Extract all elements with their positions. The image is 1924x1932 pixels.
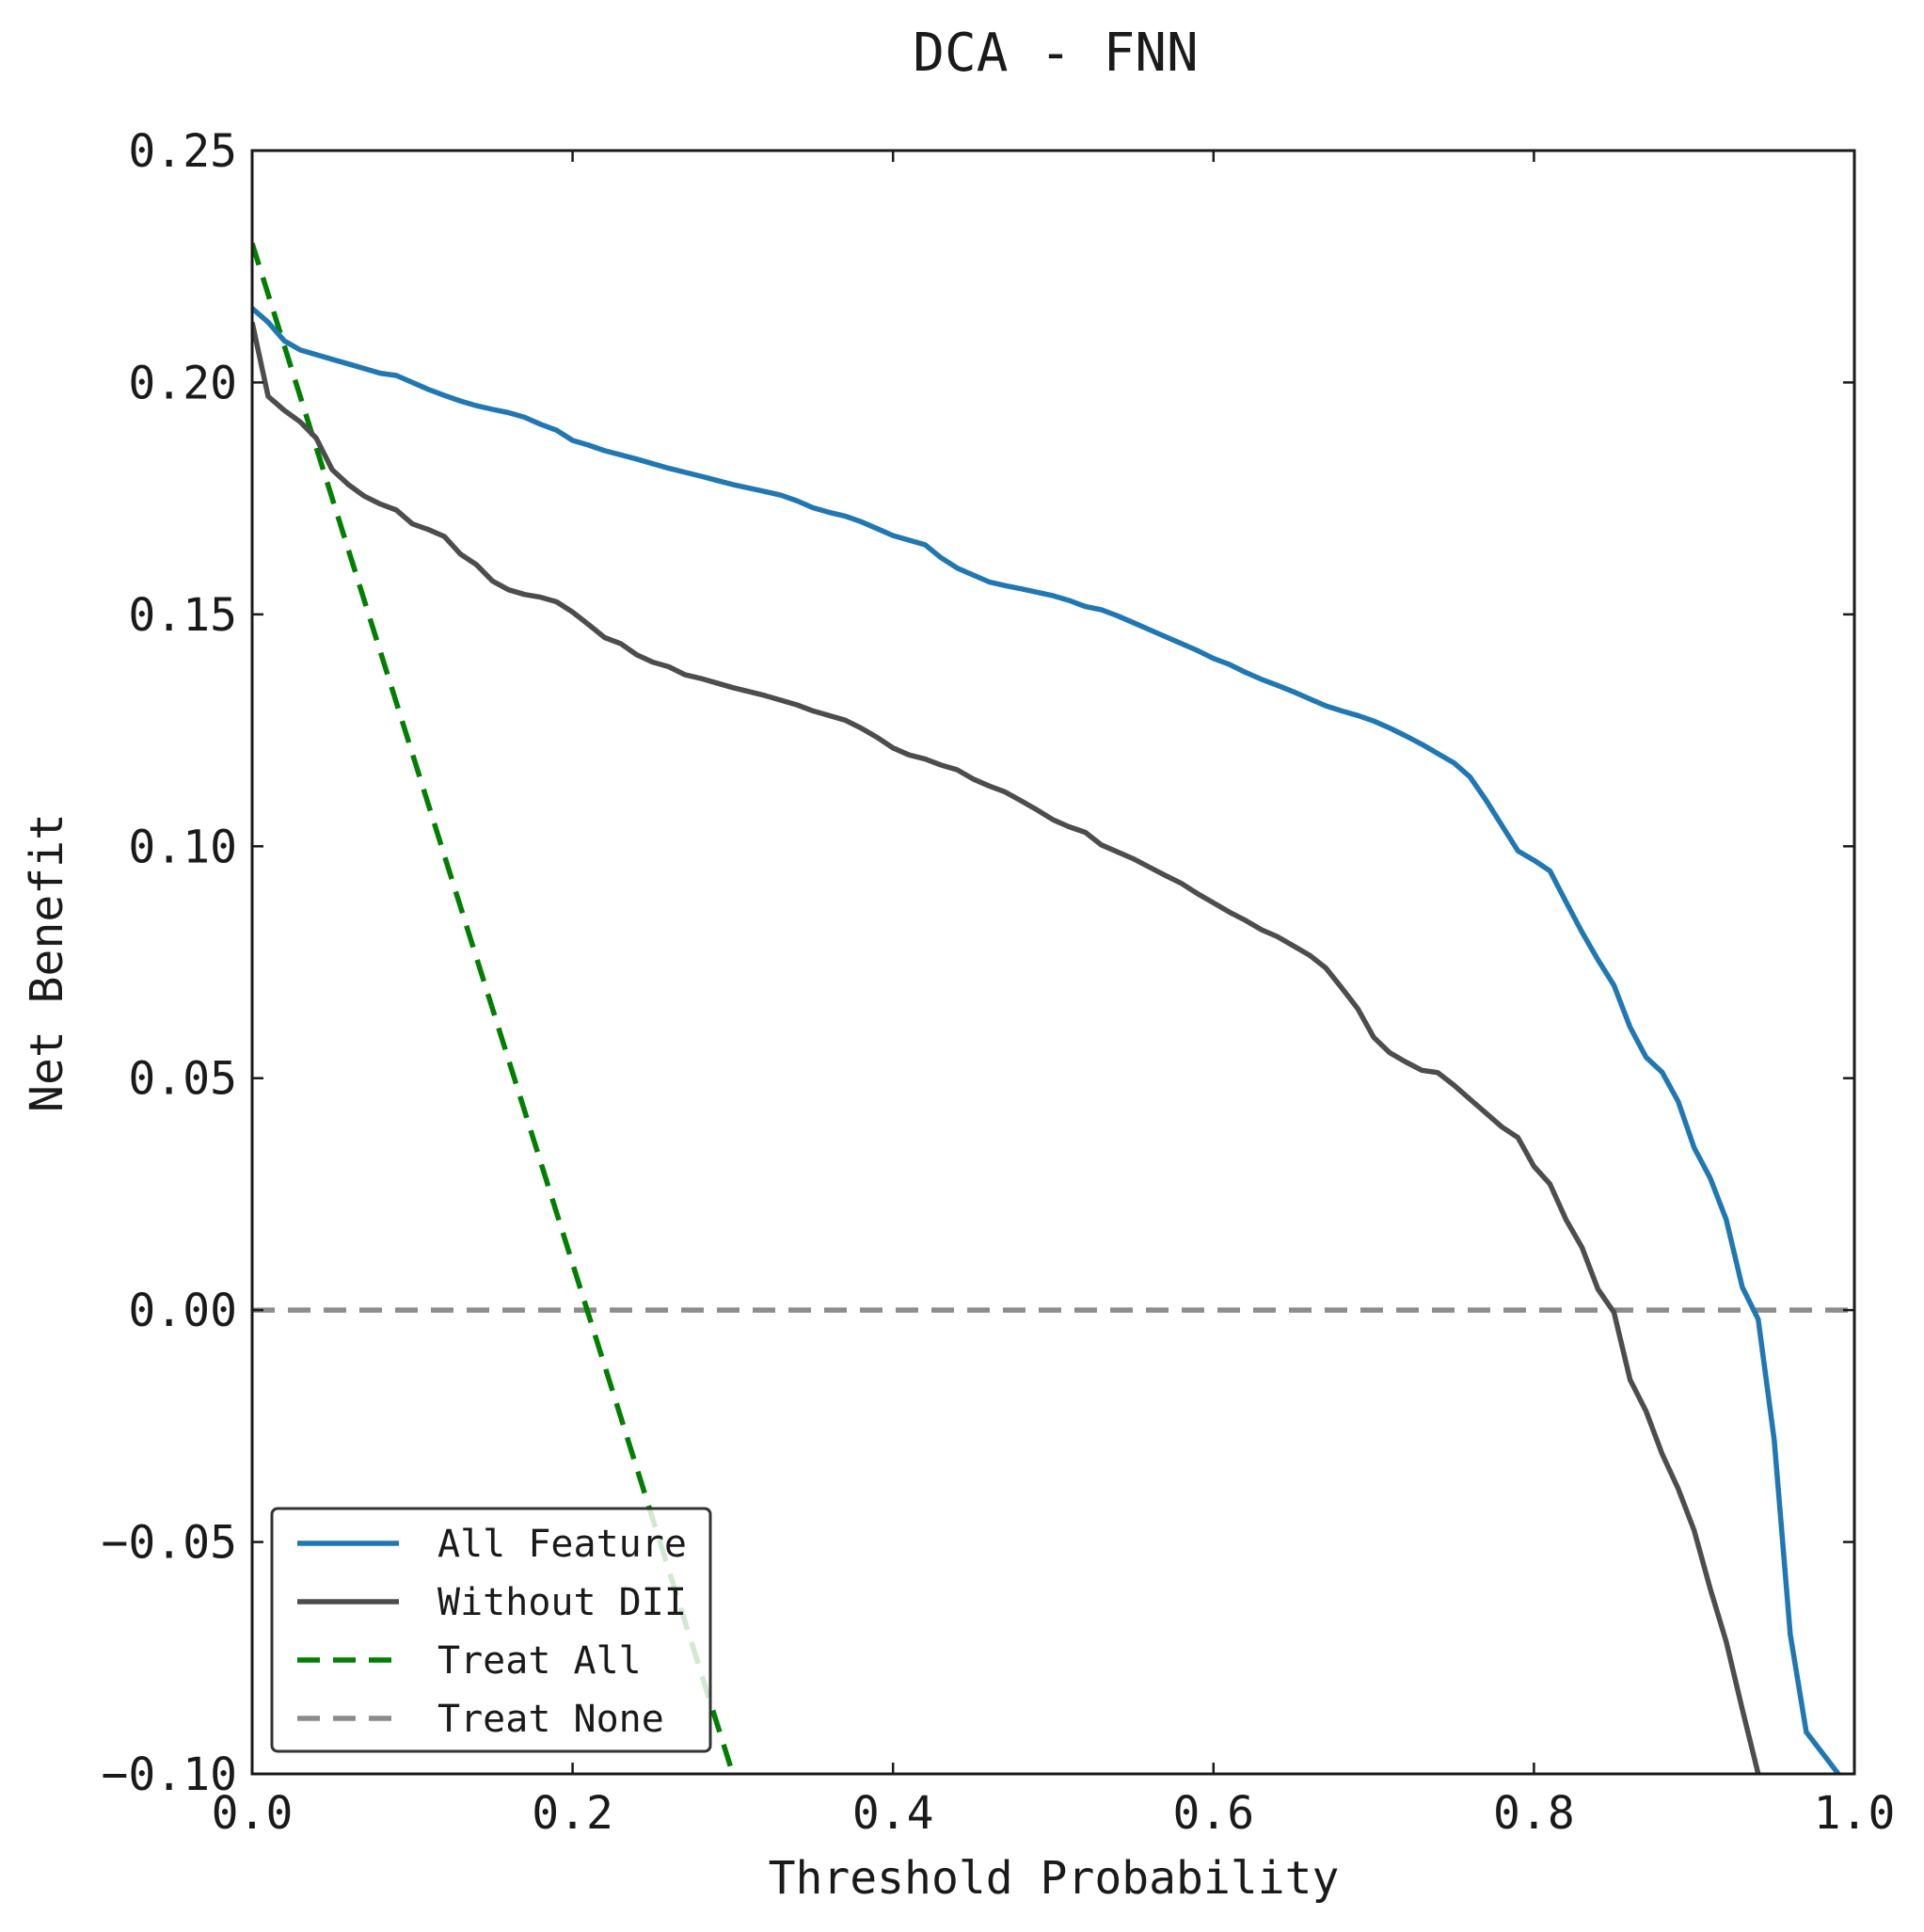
- y-tick-label: 0.20: [128, 357, 237, 409]
- legend: All Feature Without DII Treat All Treat Non…: [270, 1507, 712, 1753]
- series-line-without-dii: [252, 321, 1761, 1774]
- y-tick-label: 0.15: [128, 589, 237, 642]
- x-tick-label: 1.0: [1814, 1787, 1896, 1840]
- y-tick-label: 0.10: [128, 821, 237, 873]
- y-tick-label: −0.10: [102, 1748, 238, 1801]
- x-axis-label: Threshold Probability: [769, 1852, 1340, 1905]
- y-axis-label: Net Benefit: [21, 813, 73, 1112]
- y-tick-label: 0.00: [128, 1285, 237, 1337]
- legend-box: [270, 1507, 712, 1753]
- y-tick-label: 0.05: [128, 1053, 237, 1106]
- tick-layer: 0.0 0.2 0.4 0.6 0.8 1.0 −0.10 −0.05 0.00 0.05 0.10…: [102, 125, 1896, 1840]
- chart-title: DCA - FNN: [913, 23, 1198, 84]
- x-tick-label: 0.0: [212, 1787, 294, 1840]
- legend-label-treat-none: Treat None: [437, 1698, 664, 1741]
- x-tick-label: 0.6: [1172, 1787, 1254, 1840]
- legend-label-without-dii: Without DII: [437, 1581, 687, 1624]
- plot-frame: [250, 149, 1856, 1776]
- legend-label-all-feature: All Feature: [437, 1523, 687, 1566]
- x-tick-label: 0.4: [852, 1787, 934, 1840]
- y-tick-label: 0.25: [128, 125, 237, 178]
- legend-label-treat-all: Treat All: [437, 1639, 642, 1683]
- series-line-all-feature: [252, 306, 1841, 1774]
- x-tick-label: 0.2: [532, 1787, 613, 1840]
- y-tick-label: −0.05: [102, 1517, 238, 1570]
- x-tick-label: 0.8: [1493, 1787, 1575, 1840]
